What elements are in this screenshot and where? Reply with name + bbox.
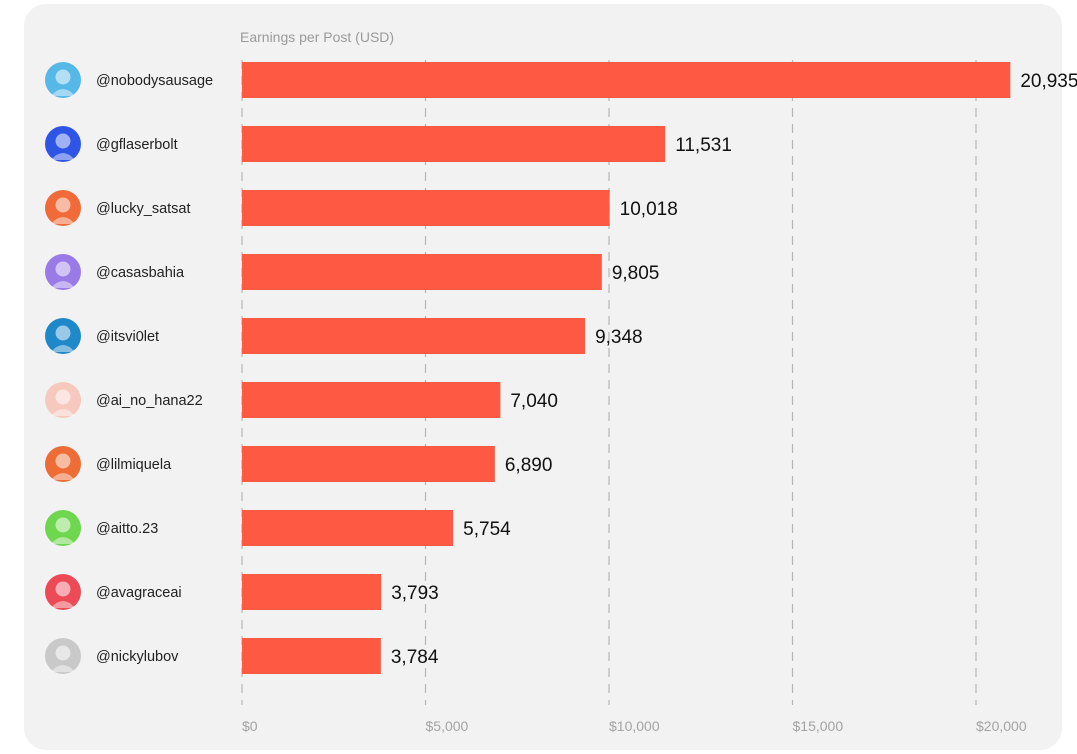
bar xyxy=(242,190,610,226)
category-label: @lucky_satsat xyxy=(96,201,191,217)
category-label: @ai_no_hana22 xyxy=(96,393,203,409)
category-label: @nickylubov xyxy=(96,649,179,665)
bar-value-label: 10,018 xyxy=(620,199,678,220)
bar-value-label: 5,754 xyxy=(463,519,511,540)
chart-title: Earnings per Post (USD) xyxy=(240,29,394,45)
bar-value-label: 3,793 xyxy=(391,583,439,604)
avatar xyxy=(45,446,81,482)
bar xyxy=(242,446,495,482)
bar-value-label: 6,890 xyxy=(505,455,553,476)
x-tick-label: $10,000 xyxy=(609,718,660,734)
row-labels: @nobodysausage @gflaserbolt @lucky_satsat @… xyxy=(45,62,213,674)
bar xyxy=(242,382,501,418)
avatar xyxy=(45,190,81,226)
category-label: @avagraceai xyxy=(96,585,182,601)
avatar xyxy=(45,638,81,674)
bar-value-label: 9,805 xyxy=(612,263,660,284)
avatar xyxy=(45,254,81,290)
category-label: @itsvi0let xyxy=(96,329,159,345)
bar xyxy=(242,254,602,290)
x-tick-label: $20,000 xyxy=(976,718,1027,734)
category-label: @aitto.23 xyxy=(96,521,158,537)
bar-value-label: 3,784 xyxy=(391,647,439,668)
avatar xyxy=(45,382,81,418)
category-label: @lilmiquela xyxy=(96,457,172,473)
bars: 20,935 11,531 10,018 9,805 9,348 7,040 6,890 5,… xyxy=(242,62,1077,674)
category-label: @nobodysausage xyxy=(96,73,213,89)
bar xyxy=(242,126,666,162)
bar xyxy=(242,62,1011,98)
avatar xyxy=(45,510,81,546)
avatar xyxy=(45,318,81,354)
x-tick-label: $5,000 xyxy=(426,718,469,734)
avatar xyxy=(45,574,81,610)
bar-value-label: 20,935 xyxy=(1020,71,1077,92)
x-axis-ticks: $0 $5,000 $10,000 $15,000 $20,000 xyxy=(242,718,1027,734)
bar-value-label: 7,040 xyxy=(510,391,558,412)
avatar xyxy=(45,126,81,162)
bar xyxy=(242,318,586,354)
bar-value-label: 11,531 xyxy=(675,135,732,156)
x-tick-label: $15,000 xyxy=(793,718,844,734)
x-tick-label: $0 xyxy=(242,718,258,734)
category-label: @gflaserbolt xyxy=(96,137,178,153)
category-label: @casasbahia xyxy=(96,265,185,281)
bar-value-label: 9,348 xyxy=(595,327,643,348)
avatar xyxy=(45,62,81,98)
bar xyxy=(242,510,454,546)
bar xyxy=(242,638,381,674)
bar xyxy=(242,574,382,610)
